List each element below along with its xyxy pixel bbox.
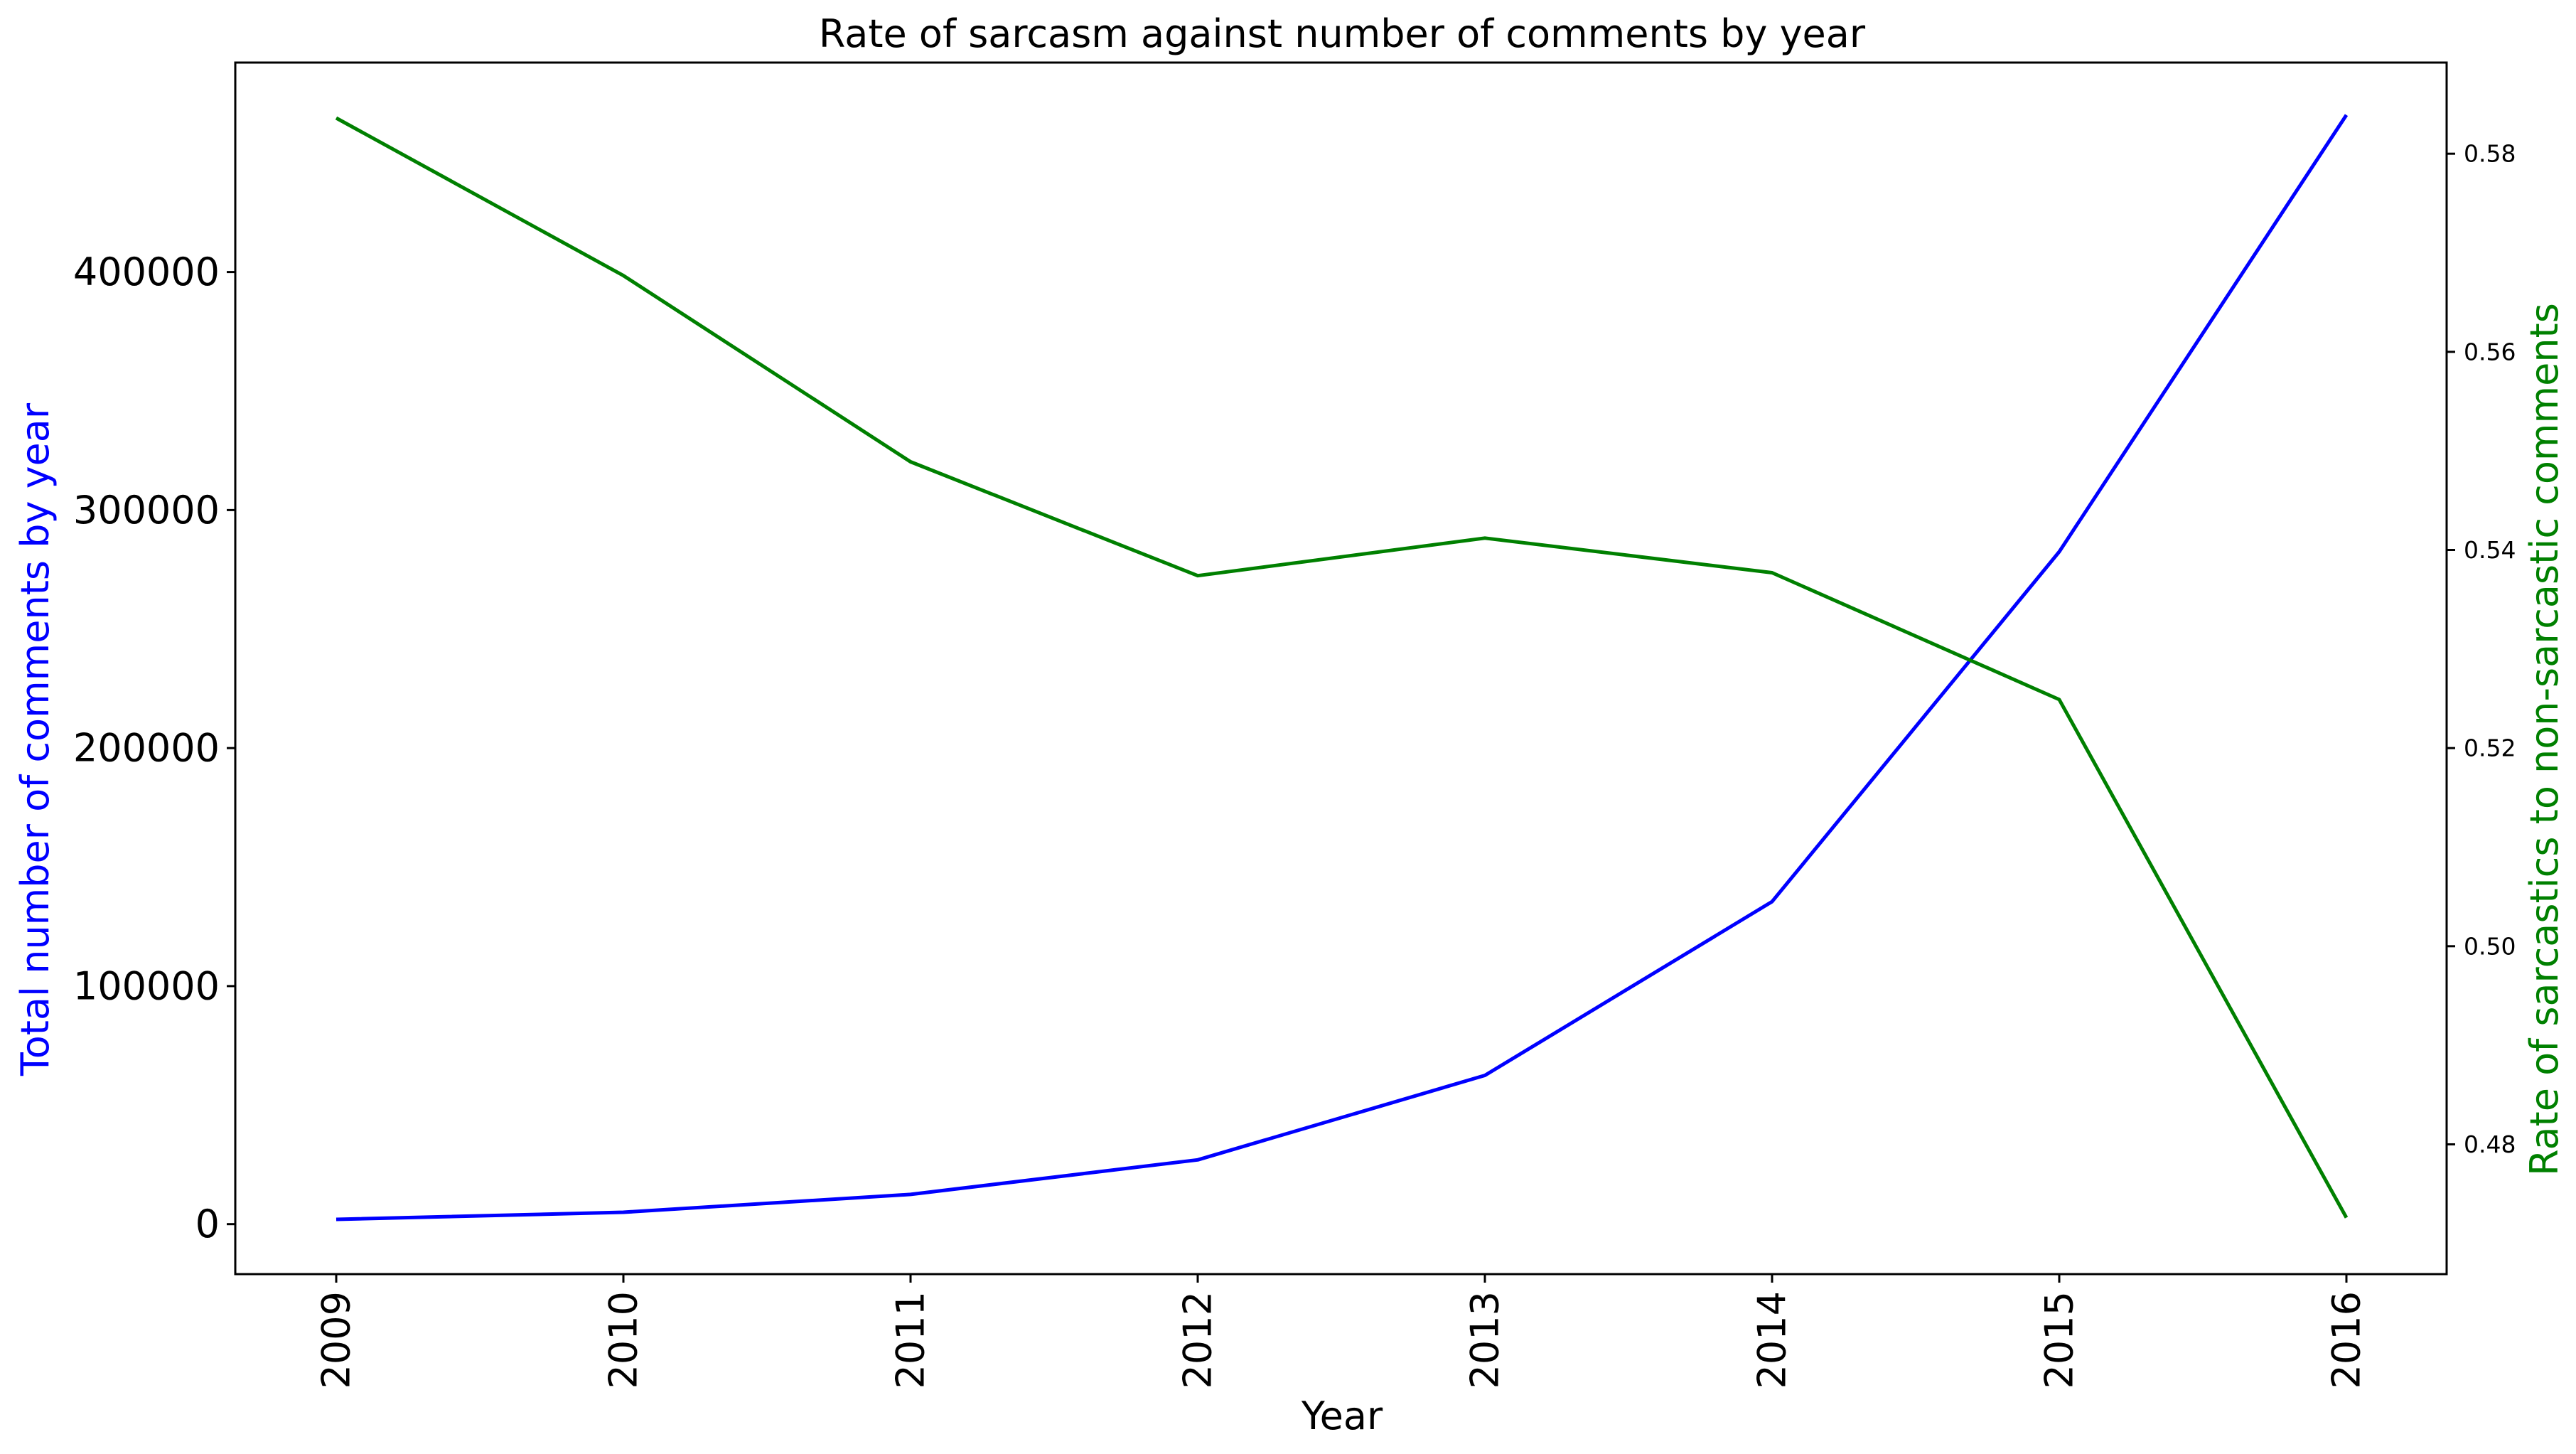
plot-area: 2009 2010 2011 2012 2013 2014 2015 2016 0 100000 2…	[73, 61, 2516, 1389]
chart-title: Rate of sarcasm against number of commen…	[819, 11, 1866, 56]
y-tick-label-right: 0.58	[2464, 140, 2516, 168]
series-line-sarcasm-rate	[335, 116, 2349, 1219]
x-tick-label: 2014	[1750, 1291, 1795, 1389]
series-line-comment-count	[336, 114, 2349, 1222]
y-tick-label-left: 200000	[73, 726, 220, 771]
x-tick-label: 2013	[1463, 1291, 1508, 1389]
y-tick-label-right: 0.54	[2464, 536, 2516, 564]
y-tick-label-left: 400000	[73, 250, 220, 294]
y-tick-label-right: 0.48	[2464, 1130, 2516, 1158]
y-tick-label-right: 0.56	[2464, 338, 2516, 365]
y-tick-label-left: 100000	[73, 963, 220, 1008]
x-tick-label: 2012	[1176, 1291, 1220, 1389]
y-axis-label-right: Rate of sarcastics to non-sarcastic comm…	[2522, 303, 2567, 1176]
y-tick-label-right: 0.52	[2464, 734, 2516, 762]
y-tick-label-left: 300000	[73, 488, 220, 533]
y-tick-label-left: 0	[195, 1202, 220, 1246]
x-tick-label: 2010	[601, 1291, 646, 1389]
x-tick-label: 2011	[889, 1291, 933, 1389]
x-tick-label: 2009	[314, 1291, 359, 1389]
plot-frame	[234, 61, 2448, 1276]
x-tick-label: 2016	[2324, 1291, 2369, 1389]
x-axis-label: Year	[1301, 1394, 1383, 1438]
y-axis-label-left: Total number of comments by year	[13, 402, 58, 1076]
x-tick-label: 2015	[2037, 1291, 2082, 1389]
y-tick-label-right: 0.50	[2464, 932, 2516, 960]
